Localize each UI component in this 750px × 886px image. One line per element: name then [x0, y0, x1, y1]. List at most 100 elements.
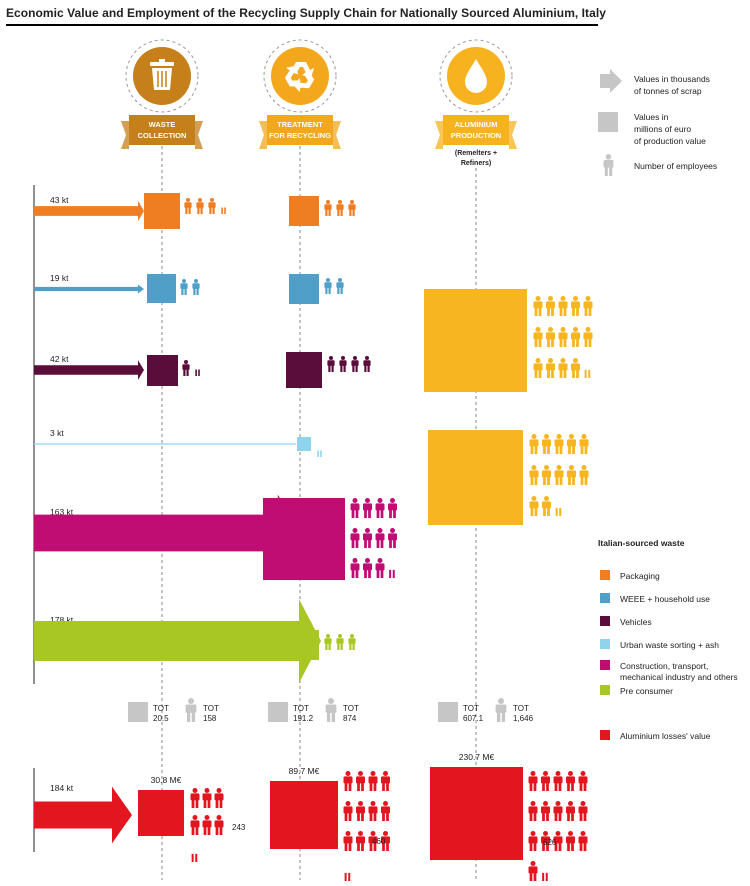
person-icon [325, 698, 337, 722]
person-body [566, 836, 575, 844]
person-icon [381, 801, 390, 821]
person-leg [547, 476, 550, 485]
person-icon [578, 831, 588, 851]
legend-swatch [600, 685, 610, 695]
person-leg [191, 826, 195, 835]
person-leg [572, 476, 575, 485]
person-icon [324, 634, 332, 650]
person-icon [542, 496, 551, 516]
person-leg [584, 476, 588, 485]
person-body [368, 806, 378, 814]
person-leg [546, 842, 549, 851]
person-head [352, 498, 358, 503]
person-body [528, 866, 538, 874]
person-leg [382, 782, 385, 791]
key-label: Values in thousands [634, 74, 710, 84]
person-head [568, 771, 573, 776]
value-square [289, 274, 319, 304]
person-leg [580, 476, 584, 485]
person-icon [566, 831, 575, 851]
person-leg [340, 287, 343, 294]
person-body [343, 836, 353, 844]
person-leg [583, 782, 587, 791]
person-icon [389, 569, 395, 578]
stream-label: 163 kt [50, 507, 74, 517]
legend-swatch [600, 730, 610, 740]
person-body [558, 332, 568, 340]
person-fragment [224, 207, 226, 214]
person-fragment [389, 569, 392, 578]
value-square [289, 196, 319, 226]
legend-swatch [600, 660, 610, 670]
person-body [533, 301, 543, 309]
person-icon [351, 356, 359, 372]
person-body [542, 501, 551, 509]
person-icon [350, 528, 360, 548]
person-icon [542, 465, 551, 485]
person-leg [572, 307, 575, 316]
person-body [350, 563, 360, 571]
person-icon [343, 831, 353, 851]
person-leg [337, 209, 340, 216]
stage-label: ALUMINIUM [455, 120, 498, 129]
person-icon [356, 831, 365, 851]
person-leg [351, 509, 355, 518]
person-leg [543, 507, 546, 516]
person-body [336, 638, 344, 644]
person-leg [534, 338, 538, 347]
person-icon [553, 771, 563, 791]
person-leg [584, 338, 588, 347]
person-leg [207, 799, 211, 808]
person-head [573, 358, 578, 363]
person-body [558, 363, 568, 371]
person-leg [559, 307, 563, 316]
person-leg [380, 509, 384, 518]
person-leg [530, 445, 534, 454]
person-leg [355, 569, 359, 578]
person-leg [563, 369, 567, 378]
person-icon [567, 465, 576, 485]
person-leg [554, 812, 558, 821]
person-body [571, 363, 580, 371]
value-square [147, 355, 178, 386]
value-square [424, 289, 527, 392]
person-leg [572, 338, 575, 347]
person-leg [386, 812, 389, 821]
person-leg [364, 509, 367, 518]
person-head [198, 198, 202, 202]
person-leg [369, 782, 373, 791]
person-head [548, 327, 553, 332]
tot-employees: 874 [343, 714, 357, 723]
person-body [363, 360, 371, 366]
person-leg [583, 812, 587, 821]
person-body [192, 283, 200, 289]
person-icon [554, 434, 564, 454]
person-body [541, 806, 550, 814]
person-leg [191, 799, 195, 808]
person-leg [542, 842, 545, 851]
person-head [345, 771, 351, 776]
person-leg [344, 782, 348, 791]
person-leg [344, 842, 348, 851]
person-leg [364, 365, 367, 372]
person-head [568, 831, 573, 836]
person-icon [553, 801, 563, 821]
person-head [352, 558, 358, 563]
person-head [370, 801, 376, 806]
person-leg [340, 365, 343, 372]
person-icon [603, 154, 614, 176]
person-icon [363, 558, 372, 578]
person-icon [579, 465, 589, 485]
person-leg [197, 207, 200, 214]
person-leg [579, 842, 583, 851]
recycle-arrow [292, 70, 315, 93]
person-icon [327, 356, 335, 372]
person-head [498, 698, 504, 704]
person-leg [376, 509, 380, 518]
losses-row: 184 kt 30.8 M€ 243 89.7 M€ 460 230.7 M€ 626 [34, 752, 588, 881]
person-leg [559, 476, 563, 485]
person-leg [349, 643, 352, 650]
person-leg [328, 365, 331, 372]
droplet-icon [465, 59, 487, 93]
person-leg [337, 643, 340, 650]
